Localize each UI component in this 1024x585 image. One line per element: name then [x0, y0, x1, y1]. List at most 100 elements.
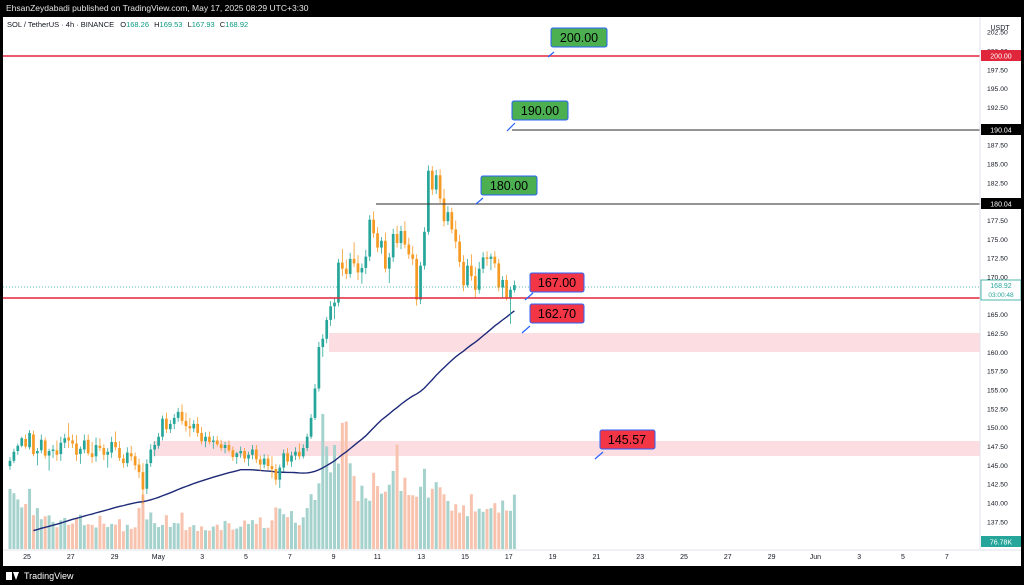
candle: [79, 446, 82, 464]
volume-bar: [473, 511, 477, 549]
label-162[interactable]: 162.70: [529, 303, 585, 324]
volume-bar: [133, 527, 137, 549]
candle: [462, 255, 465, 292]
candle: [348, 252, 352, 278]
volume-bar: [207, 530, 211, 549]
label-162-text: 162.70: [538, 307, 576, 321]
price-axis[interactable]: USDT 202.50 200.00 197.50 195.00 192.50 190.0…: [979, 17, 1021, 566]
candle-body: [309, 417, 313, 437]
legend-h-label: H: [154, 20, 159, 29]
symbol-legend: SOL / TetherUS · 4h · BINANCE O168.26 H1…: [7, 20, 248, 29]
volume-bar: [352, 476, 356, 549]
time-tick-label: 7: [288, 554, 292, 561]
label-200[interactable]: 200.00: [550, 27, 608, 48]
time-tick-label: 7: [945, 554, 949, 561]
candle: [387, 252, 391, 283]
time-tick-label: 9: [332, 554, 336, 561]
label-180[interactable]: 180.00: [480, 175, 538, 196]
candle-body: [423, 231, 426, 266]
volume-bar: [192, 525, 196, 549]
volume-bar: [63, 517, 67, 549]
zone-145-147: [153, 441, 980, 456]
candle-body: [235, 453, 239, 458]
candle-body: [438, 175, 442, 199]
volume-bar: [391, 470, 395, 549]
candle-body: [208, 436, 211, 442]
price-tick-label: 140.00: [987, 501, 1008, 508]
volume-bar: [164, 515, 168, 549]
candle-body: [243, 451, 246, 459]
candle: [39, 434, 43, 454]
candle: [485, 251, 489, 266]
svg-text:SOL / TetherUS · 4h · BINANCE: SOL / TetherUS · 4h · BINANCE O168.26 H1…: [7, 20, 248, 29]
volume-bar: [114, 524, 118, 549]
tradingview-logo[interactable]: TradingView: [6, 569, 74, 582]
volume-bar: [247, 523, 251, 549]
candle-body: [200, 432, 203, 442]
candle: [67, 423, 70, 449]
volume-bar: [297, 525, 301, 549]
candle-body: [384, 240, 387, 269]
volume-bar: [266, 527, 270, 549]
candle-body: [204, 436, 207, 442]
volume-bar: [274, 507, 278, 549]
candle: [321, 334, 325, 357]
volume-bar: [501, 500, 505, 549]
candle-body: [352, 258, 356, 264]
chart-area[interactable]: 200.00 190.00 180.00 167.00 162.70 145.5…: [3, 17, 1021, 566]
price-tick-label: 165.00: [987, 312, 1008, 319]
candle: [427, 165, 430, 235]
price-tag-180: 180.04: [981, 198, 1021, 209]
candle: [286, 448, 289, 466]
volume-bar: [78, 514, 82, 549]
time-tick-label: 15: [461, 554, 469, 561]
candle-body: [90, 453, 94, 458]
candle: [309, 414, 313, 439]
volume-bar: [305, 508, 309, 549]
chart-panel[interactable]: 200.00 190.00 180.00 167.00 162.70 145.5…: [3, 17, 1021, 566]
candle-body: [98, 445, 102, 449]
candle: [509, 286, 512, 324]
candle-body: [145, 463, 149, 489]
price-tag-countdown-text: 03:00:48: [988, 292, 1014, 299]
candle-body: [16, 445, 20, 452]
candle-body: [165, 418, 168, 430]
candle: [165, 412, 168, 433]
candle: [110, 436, 114, 458]
candle: [411, 246, 415, 265]
candle: [317, 341, 321, 392]
time-tick-label: Jun: [810, 554, 821, 561]
pointer-167: [524, 292, 534, 301]
price-tick-label: 175.00: [987, 237, 1008, 244]
candle-body: [430, 170, 434, 190]
candle: [153, 441, 157, 457]
candle-body: [20, 438, 24, 446]
candle: [442, 188, 446, 227]
time-tick-label: 3: [857, 554, 861, 561]
volume-bar: [372, 472, 376, 549]
candle-body: [286, 453, 289, 462]
legend-h-value: 169.53: [160, 20, 183, 29]
time-axis[interactable]: 25 27 29 May 3 5 7 9 11 13 15 17 19 21 23 25 27 29 Jun 3 5 7: [3, 549, 1021, 566]
candle-body: [505, 279, 508, 299]
volume-bar: [31, 515, 35, 549]
label-167[interactable]: 167.00: [529, 272, 585, 293]
candle-body: [415, 258, 418, 300]
label-200-text: 200.00: [560, 31, 598, 45]
candle: [176, 408, 180, 422]
volume-bar: [82, 525, 86, 549]
candle: [450, 207, 454, 234]
legend-o-value: 168.26: [126, 20, 149, 29]
candle-body: [168, 423, 172, 430]
candle-body: [47, 451, 51, 456]
label-145[interactable]: 145.57: [599, 429, 656, 450]
volume-bar: [204, 530, 207, 549]
candle: [168, 420, 172, 433]
volume-bar: [106, 526, 110, 549]
volume-bar: [376, 486, 380, 549]
price-tick-label: 145.00: [987, 463, 1008, 470]
label-190[interactable]: 190.00: [511, 100, 569, 121]
volume-bar: [28, 488, 32, 549]
volume-bar: [102, 523, 106, 549]
candle-body: [485, 257, 489, 259]
